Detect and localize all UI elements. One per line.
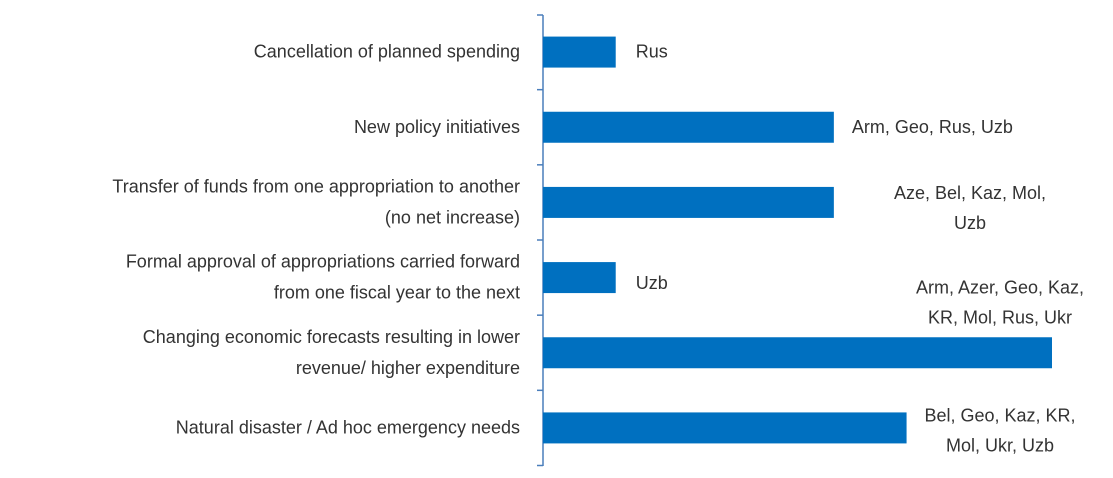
value-label: Rus xyxy=(636,41,668,61)
value-label: Arm, Geo, Rus, Uzb xyxy=(852,117,1013,137)
category-label-line: Changing economic forecasts resulting in… xyxy=(143,327,520,347)
category-label: Transfer of funds from one appropriation… xyxy=(112,176,520,227)
value-label-line: Rus xyxy=(636,41,668,61)
category-label-line: Transfer of funds from one appropriation… xyxy=(112,176,520,196)
bar xyxy=(543,337,1052,369)
value-label-line: Aze, Bel, Kaz, Mol, xyxy=(894,183,1046,203)
bar xyxy=(543,412,907,444)
category-label-line: from one fiscal year to the next xyxy=(274,282,520,302)
value-label: Aze, Bel, Kaz, Mol, Uzb xyxy=(894,183,1046,233)
bar xyxy=(543,36,616,68)
category-label-line: Cancellation of planned spending xyxy=(254,41,520,61)
bar xyxy=(543,262,616,294)
value-label: Bel, Geo, Kaz, KR, Mol, Ukr, Uzb xyxy=(924,405,1075,455)
bar xyxy=(543,186,834,218)
bar xyxy=(543,111,834,143)
category-label: Cancellation of planned spending xyxy=(254,41,520,61)
value-label: Uzb xyxy=(636,273,668,293)
category-label-line: (no net increase) xyxy=(385,207,520,227)
value-label: Arm, Azer, Geo, Kaz, KR, Mol, Rus, Ukr xyxy=(916,277,1084,327)
value-label-line: Bel, Geo, Kaz, KR, xyxy=(924,405,1075,425)
category-label: New policy initiatives xyxy=(354,117,520,137)
value-label-line: Uzb xyxy=(954,213,986,233)
value-label-line: KR, Mol, Rus, Ukr xyxy=(928,307,1072,327)
category-label-line: Natural disaster / Ad hoc emergency need… xyxy=(176,417,520,437)
category-label-line: Formal approval of appropriations carrie… xyxy=(126,251,520,271)
value-label-line: Mol, Ukr, Uzb xyxy=(946,435,1054,455)
value-label-line: Arm, Azer, Geo, Kaz, xyxy=(916,277,1084,297)
value-label-line: Arm, Geo, Rus, Uzb xyxy=(852,117,1013,137)
category-label: Changing economic forecasts resulting in… xyxy=(143,327,520,378)
category-label: Formal approval of appropriations carrie… xyxy=(126,251,520,302)
category-label-line: revenue/ higher expenditure xyxy=(296,358,520,378)
value-label-line: Uzb xyxy=(636,273,668,293)
category-label-line: New policy initiatives xyxy=(354,117,520,137)
category-label: Natural disaster / Ad hoc emergency need… xyxy=(176,417,520,437)
